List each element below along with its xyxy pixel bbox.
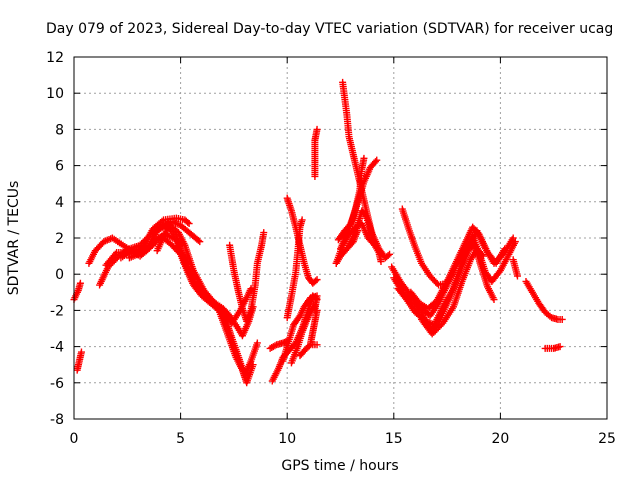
data-point xyxy=(386,250,394,258)
y-axis-label: SDTVAR / TECUs xyxy=(6,181,22,296)
data-point xyxy=(111,250,119,258)
data-point xyxy=(513,272,521,280)
data-point xyxy=(77,348,85,356)
y-tick-label: 10 xyxy=(46,86,64,102)
x-tick-label: 10 xyxy=(278,431,296,447)
series-track-18 xyxy=(307,306,321,347)
data-point xyxy=(556,343,564,351)
data-point xyxy=(436,322,444,330)
data-point xyxy=(377,258,385,266)
data-point xyxy=(434,324,442,332)
data-point xyxy=(212,303,220,311)
data-point xyxy=(346,221,354,229)
data-point xyxy=(271,342,279,350)
y-tick-label: 12 xyxy=(46,50,64,66)
data-point xyxy=(313,341,321,349)
data-points xyxy=(70,78,566,387)
y-tick-label: -2 xyxy=(50,303,64,319)
data-point xyxy=(313,125,321,133)
x-tick-label: 5 xyxy=(176,431,185,447)
data-point xyxy=(313,306,321,314)
series-track-01 xyxy=(70,279,84,304)
data-point xyxy=(249,361,257,369)
series-track-33 xyxy=(522,277,566,323)
data-point xyxy=(478,251,486,259)
series-track-02 xyxy=(73,348,85,374)
data-point xyxy=(312,277,320,285)
data-point xyxy=(298,216,306,224)
series-track-19 xyxy=(311,125,321,180)
data-point xyxy=(209,300,217,308)
series-track-10 xyxy=(226,229,268,325)
data-point xyxy=(210,302,218,310)
series-track-17 xyxy=(283,216,306,322)
x-tick-label: 20 xyxy=(491,431,509,447)
data-point xyxy=(204,296,212,304)
y-tick-label: 8 xyxy=(55,122,64,138)
data-point xyxy=(196,238,204,246)
data-point xyxy=(206,297,214,305)
data-point xyxy=(431,327,439,335)
series-track-31 xyxy=(418,245,487,338)
chart-title: Day 079 of 2023, Sidereal Day-to-day VTE… xyxy=(46,21,613,37)
y-tick-label: 0 xyxy=(55,267,64,283)
data-point xyxy=(213,305,221,313)
data-point xyxy=(384,251,392,259)
data-point xyxy=(207,299,215,307)
data-point xyxy=(354,227,362,235)
data-point xyxy=(76,279,84,287)
data-point xyxy=(194,236,202,244)
x-tick-label: 15 xyxy=(385,431,403,447)
series-track-23 xyxy=(334,154,368,244)
data-point xyxy=(433,325,441,333)
y-tick-label: -8 xyxy=(50,412,64,428)
series-track-30 xyxy=(407,223,509,313)
data-point xyxy=(184,218,192,226)
data-point xyxy=(260,229,268,237)
axis-ticks: 0 5 10 15 20 25 -8 -6 -4 -2 0 2 4 6 8 10 12 xyxy=(46,50,616,447)
data-point xyxy=(479,252,487,260)
data-point xyxy=(171,231,179,239)
x-axis-label: GPS time / hours xyxy=(281,458,398,474)
data-point xyxy=(311,301,319,309)
data-point xyxy=(430,328,438,336)
data-point xyxy=(185,220,193,228)
data-point xyxy=(373,156,381,164)
data-point xyxy=(253,339,261,347)
x-tick-label: 0 xyxy=(70,431,79,447)
data-point xyxy=(158,217,166,225)
data-point xyxy=(558,315,566,323)
data-point xyxy=(371,158,379,166)
data-point xyxy=(490,296,498,304)
y-tick-label: -6 xyxy=(50,376,64,392)
data-point xyxy=(360,154,368,162)
data-point xyxy=(509,234,517,242)
x-tick-label: 25 xyxy=(598,431,616,447)
y-tick-label: 6 xyxy=(55,159,64,175)
series-track-32 xyxy=(509,256,521,280)
y-tick-label: 4 xyxy=(55,195,64,211)
data-point xyxy=(313,276,321,284)
y-tick-label: -4 xyxy=(50,340,64,356)
series-track-09 xyxy=(153,223,257,387)
y-tick-label: 2 xyxy=(55,231,64,247)
data-point xyxy=(428,330,436,338)
series-track-25 xyxy=(332,227,362,267)
data-point xyxy=(501,245,509,253)
series-track-34 xyxy=(541,343,564,352)
